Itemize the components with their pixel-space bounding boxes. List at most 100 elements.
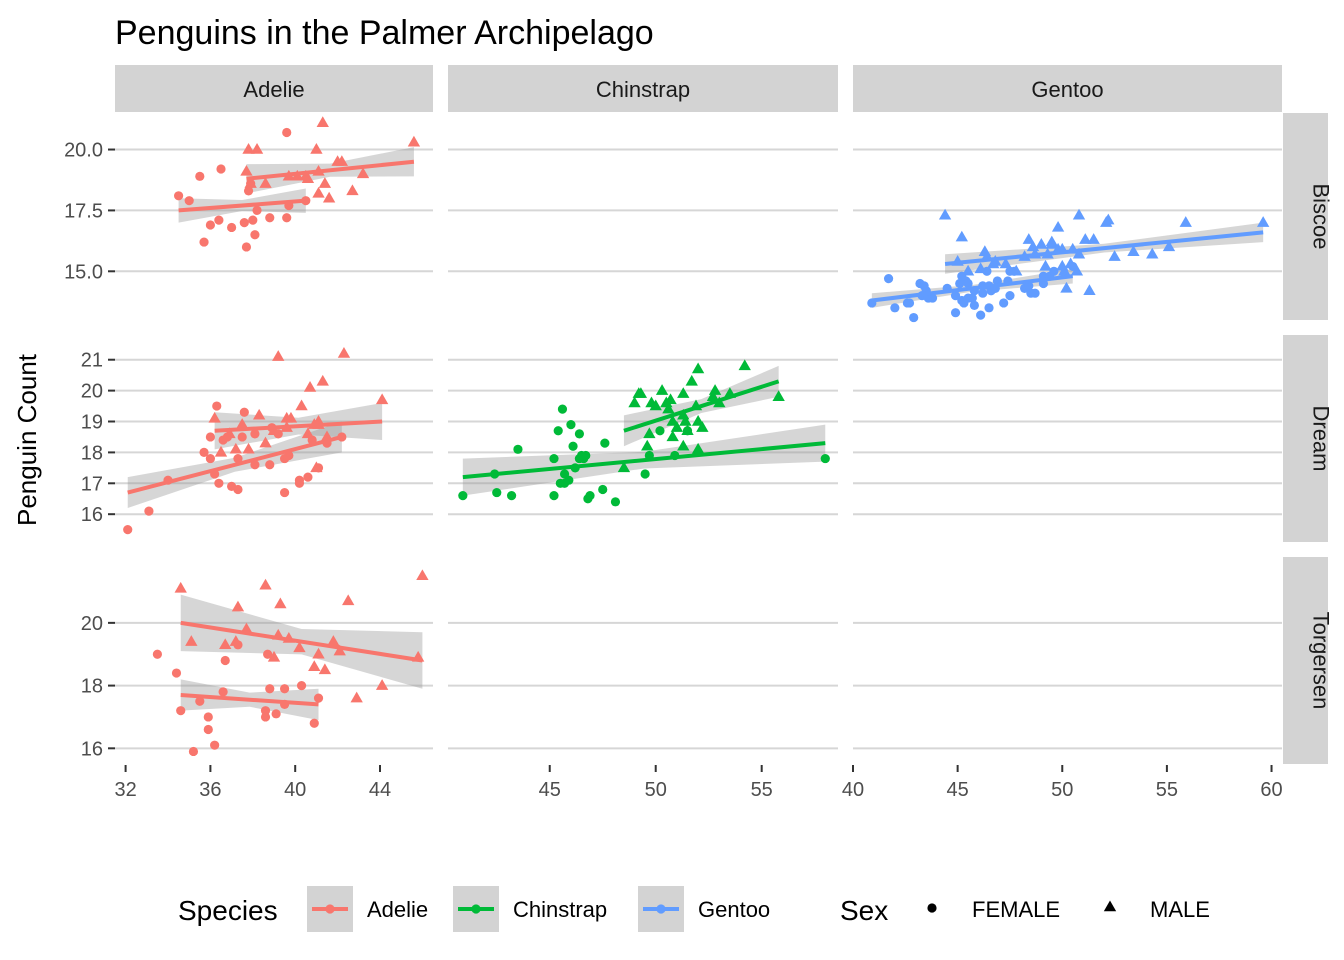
point-female xyxy=(216,164,226,174)
x-tick-label: 60 xyxy=(1260,779,1282,801)
facet-label-gentoo: Gentoo xyxy=(1031,77,1103,102)
point-male xyxy=(416,569,429,581)
point-female xyxy=(557,404,568,414)
y-tick-label: 21 xyxy=(81,350,103,372)
point-male xyxy=(316,374,329,386)
point-male xyxy=(272,350,285,361)
point-female xyxy=(280,684,290,694)
y-tick-label: 19 xyxy=(81,412,103,434)
point-female xyxy=(227,222,237,233)
point-female xyxy=(212,401,222,411)
point-female xyxy=(280,487,290,498)
point-male xyxy=(208,411,221,423)
point-male xyxy=(1127,245,1140,257)
point-female xyxy=(967,293,977,303)
facet-strip-adelie xyxy=(115,65,433,112)
point-male xyxy=(229,635,243,646)
panel-gentoo-biscoe xyxy=(867,208,1270,323)
x-tick-label: 45 xyxy=(947,779,969,801)
point-male xyxy=(706,390,720,402)
point-male xyxy=(1079,233,1092,244)
point-female xyxy=(263,649,273,659)
point-female xyxy=(205,220,215,230)
point-male xyxy=(214,445,228,457)
point-male xyxy=(244,177,257,188)
point-male xyxy=(679,415,692,426)
point-female xyxy=(581,450,591,461)
facet-strip-chinstrap xyxy=(448,65,838,112)
point-male xyxy=(662,402,675,414)
panel-adelie-biscoe xyxy=(174,116,421,252)
point-female xyxy=(600,438,610,448)
point-male xyxy=(772,390,785,402)
point-male xyxy=(1045,235,1058,247)
point-male xyxy=(350,691,363,703)
legend-label-female: FEMALE xyxy=(972,897,1060,922)
point-male xyxy=(252,408,266,420)
point-female xyxy=(927,293,938,303)
point-female xyxy=(978,288,988,298)
point-female xyxy=(640,469,650,479)
point-female xyxy=(220,655,230,666)
point-female xyxy=(1005,291,1015,301)
fit-line-male xyxy=(623,379,780,433)
point-male xyxy=(974,262,987,274)
x-tick-label: 45 xyxy=(539,779,561,801)
legend-key-triangle xyxy=(1103,900,1117,912)
legend-label-gentoo: Gentoo xyxy=(698,897,770,922)
point-female xyxy=(568,441,578,451)
point-female xyxy=(294,478,305,488)
point-male xyxy=(1072,247,1086,259)
point-female xyxy=(176,706,186,716)
point-female xyxy=(549,491,559,501)
point-male xyxy=(327,635,340,646)
x-tick-label: 44 xyxy=(369,779,391,801)
facet-strip-torgersen xyxy=(1283,557,1328,764)
point-male xyxy=(310,461,323,473)
point-female xyxy=(174,191,184,201)
point-male xyxy=(617,461,631,473)
facet-label-torgersen: Torgersen xyxy=(1309,612,1334,710)
point-male xyxy=(295,399,308,411)
point-female xyxy=(982,266,992,276)
point-female xyxy=(152,649,162,659)
point-male xyxy=(955,230,968,242)
point-female xyxy=(171,668,182,678)
point-female xyxy=(492,487,502,498)
point-female xyxy=(265,460,275,470)
point-female xyxy=(309,718,319,728)
point-male xyxy=(219,638,232,650)
point-male xyxy=(308,660,321,671)
point-male xyxy=(284,411,298,423)
point-male xyxy=(346,184,359,196)
point-male xyxy=(1179,216,1192,227)
point-male xyxy=(267,424,281,436)
point-male xyxy=(223,427,236,439)
point-male xyxy=(628,396,641,408)
point-male xyxy=(299,169,312,181)
point-female xyxy=(203,712,213,722)
fit-line-male xyxy=(180,620,423,663)
point-male xyxy=(645,396,658,408)
point-male xyxy=(677,387,690,398)
point-female xyxy=(564,475,574,485)
point-male xyxy=(229,442,243,454)
point-male xyxy=(375,393,389,405)
point-female xyxy=(188,746,199,757)
legend-key-point xyxy=(656,904,666,914)
x-tick-label: 50 xyxy=(1051,779,1073,801)
point-male xyxy=(1070,264,1084,276)
point-male xyxy=(666,415,679,426)
point-female xyxy=(950,308,961,318)
fit-line-female xyxy=(180,693,319,707)
x-tick-label: 32 xyxy=(114,779,136,801)
point-male xyxy=(303,381,317,392)
point-male xyxy=(240,164,253,176)
facet-label-biscoe: Biscoe xyxy=(1309,183,1334,249)
point-female xyxy=(237,432,247,442)
point-male xyxy=(301,427,315,439)
y-tick-label: 17.5 xyxy=(64,200,103,222)
point-male xyxy=(316,116,329,127)
y-tick-label: 16 xyxy=(81,504,103,526)
